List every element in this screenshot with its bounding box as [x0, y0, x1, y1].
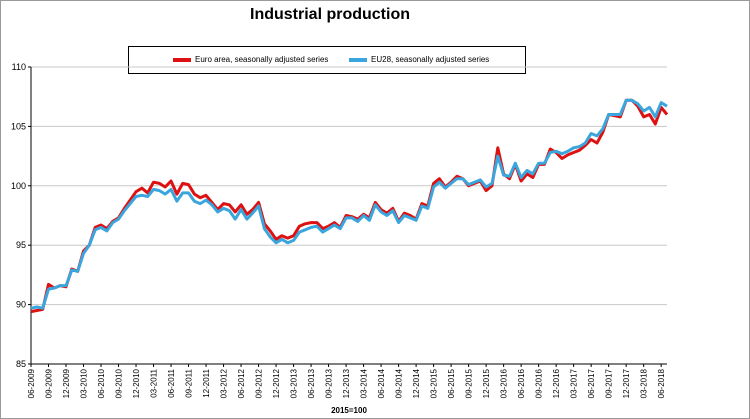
x-tick-label: 12-2015 — [482, 368, 491, 398]
x-tick-label: 06-2012 — [237, 368, 246, 398]
x-tick-label: 12-2016 — [552, 368, 561, 398]
x-tick-label: 03-2013 — [290, 368, 299, 398]
x-tick-label: 06-2013 — [307, 368, 316, 398]
legend-swatch-euro-area — [173, 57, 191, 62]
x-tick-label: 12-2013 — [342, 368, 351, 398]
legend-label-euro-area: Euro area, seasonally adjusted series — [195, 55, 329, 64]
x-tick-label: 06-2016 — [517, 368, 526, 398]
x-tick-label: 09-2016 — [535, 368, 544, 398]
y-tick-label: 110 — [12, 62, 26, 72]
x-tick-label: 03-2011 — [150, 368, 159, 397]
series-line-euro-area — [30, 98, 669, 314]
x-tick-label: 06-2009 — [27, 368, 36, 398]
legend-label-eu28: EU28, seasonally adjusted series — [371, 55, 490, 64]
x-tick-label: 09-2011 — [185, 368, 194, 397]
x-tick-label: 06-2011 — [167, 368, 176, 397]
x-tick-label: 03-2012 — [220, 368, 229, 398]
x-tick-label: 06-2015 — [447, 368, 456, 398]
y-tick-label: 100 — [11, 181, 26, 191]
chart-legend: Euro area, seasonally adjusted series EU… — [128, 46, 526, 74]
series-lines — [30, 98, 669, 314]
x-axis-label: 2015=100 — [331, 406, 367, 415]
x-tick-label: 03-2016 — [500, 368, 509, 398]
y-tick-label: 85 — [16, 359, 26, 369]
y-tick-label: 90 — [16, 300, 26, 310]
x-tick-label: 12-2011 — [202, 368, 211, 397]
x-tick-label: 12-2014 — [412, 368, 421, 398]
x-tick-label: 09-2017 — [605, 368, 614, 398]
x-tick-label: 06-2010 — [97, 368, 106, 398]
x-tick-label: 06-2017 — [587, 368, 596, 398]
x-tick-label: 12-2009 — [62, 368, 71, 398]
y-tick-label: 105 — [11, 121, 26, 131]
x-tick-label: 06-2018 — [657, 368, 666, 398]
x-tick-label: 03-2014 — [360, 368, 369, 398]
x-tick-label: 03-2017 — [570, 368, 579, 398]
x-tick-label: 03-2018 — [640, 368, 649, 398]
x-tick-label: 09-2013 — [325, 368, 334, 398]
x-tick-label: 03-2015 — [430, 368, 439, 398]
x-tick-label: 12-2017 — [622, 368, 631, 398]
x-tick-label: 12-2012 — [272, 368, 281, 398]
y-axis: 85 90 95 100 105 110 — [11, 62, 32, 369]
x-tick-label: 09-2012 — [255, 368, 264, 398]
x-tick-label: 09-2010 — [115, 368, 124, 398]
x-tick-label: 03-2010 — [80, 368, 89, 398]
legend-item-eu28: EU28, seasonally adjusted series — [349, 55, 489, 64]
legend-item-euro-area: Euro area, seasonally adjusted series — [173, 55, 328, 64]
legend-swatch-eu28 — [349, 57, 367, 62]
y-tick-label: 95 — [16, 240, 26, 250]
x-tick-label: 09-2014 — [395, 368, 404, 398]
x-tick-label: 12-2010 — [132, 368, 141, 398]
x-tick-label: 09-2015 — [465, 368, 474, 398]
x-tick-label: 09-2009 — [45, 368, 54, 398]
x-tick-label: 06-2014 — [377, 368, 386, 398]
chart-title: Industrial production — [250, 6, 410, 23]
series-line-eu28 — [30, 98, 668, 310]
x-axis: 06-2009 09-2009 12-2009 03-2010 06-2010 09-20… — [27, 363, 667, 398]
